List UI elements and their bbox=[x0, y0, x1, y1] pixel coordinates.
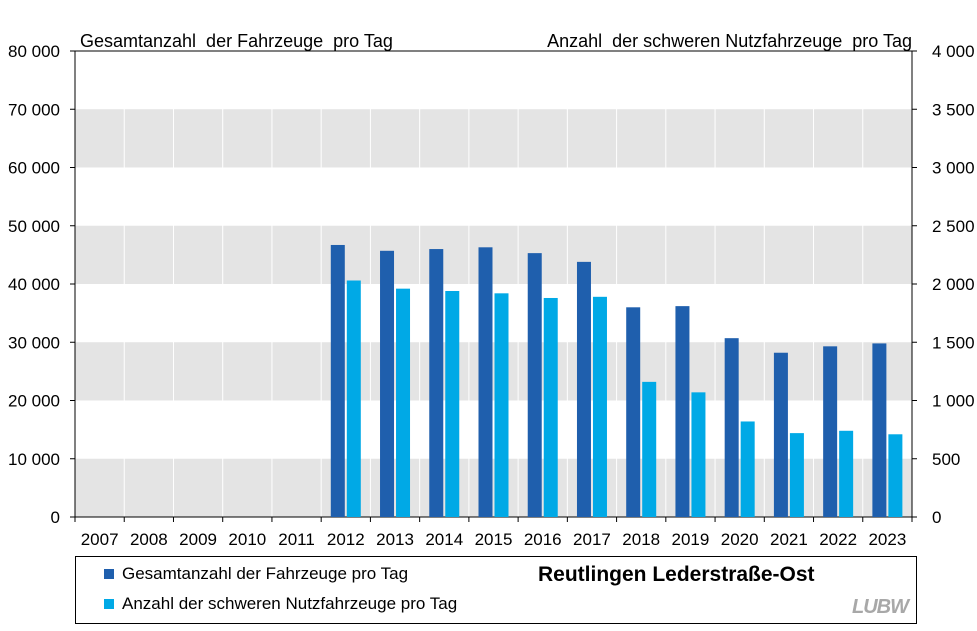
bar-total-2019 bbox=[675, 306, 689, 517]
x-tick-label: 2012 bbox=[327, 530, 365, 549]
bar-heavy-2014 bbox=[445, 291, 459, 517]
bar-heavy-2020 bbox=[741, 421, 755, 517]
right-tick-label: 2 500 bbox=[932, 217, 975, 236]
bar-total-2022 bbox=[823, 346, 837, 517]
bar-total-2016 bbox=[528, 253, 542, 517]
legend: Gesamtanzahl der Fahrzeuge pro Tag Anzah… bbox=[75, 556, 917, 624]
bar-heavy-2023 bbox=[888, 434, 902, 517]
left-axis-title: Gesamtanzahl der Fahrzeuge pro Tag bbox=[80, 31, 393, 51]
bar-heavy-2012 bbox=[347, 281, 361, 517]
bar-total-2021 bbox=[774, 353, 788, 517]
right-tick-label: 2 000 bbox=[932, 275, 975, 294]
bar-total-2018 bbox=[626, 307, 640, 517]
left-tick-label: 20 000 bbox=[8, 392, 60, 411]
left-tick-label: 80 000 bbox=[8, 42, 60, 61]
bar-heavy-2019 bbox=[691, 392, 705, 517]
bar-total-2020 bbox=[725, 338, 739, 517]
right-tick-label: 3 000 bbox=[932, 159, 975, 178]
bar-total-2014 bbox=[429, 249, 443, 517]
left-tick-label: 50 000 bbox=[8, 217, 60, 236]
left-tick-label: 0 bbox=[51, 508, 60, 527]
right-tick-label: 4 000 bbox=[932, 42, 975, 61]
bar-heavy-2015 bbox=[495, 293, 509, 517]
grid-band bbox=[75, 109, 912, 167]
bar-heavy-2018 bbox=[642, 382, 656, 517]
bar-heavy-2013 bbox=[396, 289, 410, 517]
legend-label-total: Gesamtanzahl der Fahrzeuge pro Tag bbox=[122, 564, 408, 584]
x-tick-label: 2016 bbox=[524, 530, 562, 549]
x-tick-label: 2007 bbox=[81, 530, 119, 549]
left-tick-label: 60 000 bbox=[8, 159, 60, 178]
x-tick-label: 2017 bbox=[573, 530, 611, 549]
bar-total-2013 bbox=[380, 251, 394, 517]
grid-band bbox=[75, 226, 912, 284]
x-tick-label: 2011 bbox=[278, 530, 315, 549]
x-tick-label: 2014 bbox=[425, 530, 463, 549]
right-tick-label: 0 bbox=[932, 508, 941, 527]
bar-heavy-2017 bbox=[593, 297, 607, 517]
x-tick-label: 2009 bbox=[179, 530, 217, 549]
bar-total-2012 bbox=[331, 245, 345, 517]
x-tick-label: 2022 bbox=[819, 530, 857, 549]
bar-total-2015 bbox=[479, 247, 493, 517]
left-tick-label: 70 000 bbox=[8, 100, 60, 119]
bar-heavy-2021 bbox=[790, 433, 804, 517]
bar-heavy-2016 bbox=[544, 298, 558, 517]
bar-total-2023 bbox=[872, 343, 886, 517]
legend-item-total: Gesamtanzahl der Fahrzeuge pro Tag bbox=[104, 564, 408, 584]
legend-item-heavy: Anzahl der schweren Nutzfahrzeuge pro Ta… bbox=[104, 594, 457, 614]
x-tick-label: 2015 bbox=[475, 530, 513, 549]
right-tick-label: 3 500 bbox=[932, 100, 975, 119]
legend-swatch-total bbox=[104, 569, 114, 579]
left-tick-label: 30 000 bbox=[8, 333, 60, 352]
x-tick-label: 2010 bbox=[228, 530, 266, 549]
x-tick-label: 2019 bbox=[672, 530, 710, 549]
x-tick-label: 2023 bbox=[868, 530, 906, 549]
x-tick-label: 2013 bbox=[376, 530, 414, 549]
bar-total-2017 bbox=[577, 262, 591, 517]
x-tick-label: 2008 bbox=[130, 530, 168, 549]
bar-heavy-2022 bbox=[839, 431, 853, 517]
right-tick-label: 1 500 bbox=[932, 333, 975, 352]
legend-label-heavy: Anzahl der schweren Nutzfahrzeuge pro Ta… bbox=[122, 594, 457, 614]
x-tick-label: 2021 bbox=[770, 530, 808, 549]
right-tick-label: 1 000 bbox=[932, 392, 975, 411]
lubw-logo: LUBW bbox=[852, 596, 908, 619]
chart-title: Reutlingen Lederstraße-Ost bbox=[538, 563, 815, 587]
left-tick-label: 10 000 bbox=[8, 450, 60, 469]
x-tick-label: 2020 bbox=[721, 530, 759, 549]
legend-swatch-heavy bbox=[104, 599, 114, 609]
x-tick-label: 2018 bbox=[622, 530, 660, 549]
right-axis-title: Anzahl der schweren Nutzfahrzeuge pro Ta… bbox=[547, 31, 912, 51]
right-tick-label: 500 bbox=[932, 450, 960, 469]
left-tick-label: 40 000 bbox=[8, 275, 60, 294]
